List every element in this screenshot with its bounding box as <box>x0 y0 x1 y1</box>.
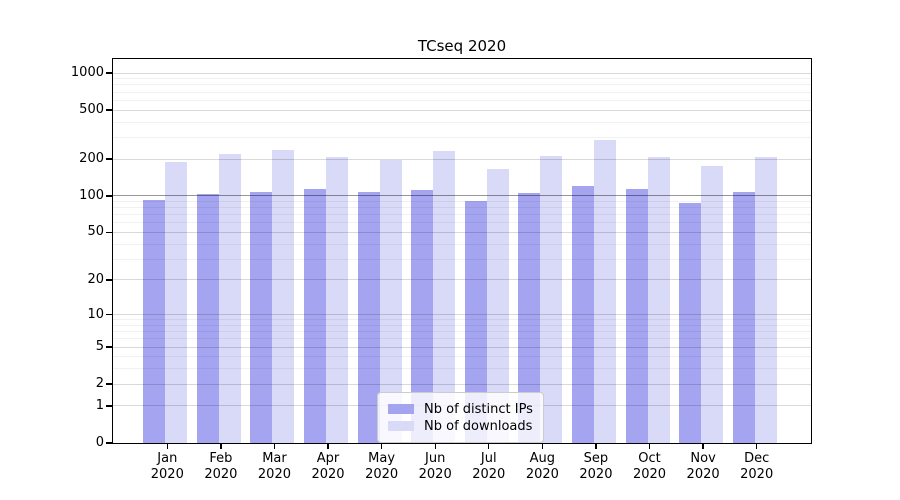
bar-downloads <box>379 159 402 443</box>
x-tick-mark <box>488 444 490 449</box>
y-tick-mark <box>106 195 112 197</box>
y-tick-mark <box>106 383 112 385</box>
y-tick-label: 1000 <box>70 65 104 81</box>
x-tick-mark <box>648 444 651 449</box>
bar-downloads <box>326 156 349 443</box>
bar-distinct-ips <box>518 193 541 443</box>
y-tick-label: 5 <box>95 339 104 355</box>
bar-downloads <box>433 150 456 443</box>
y-tick-mark <box>106 405 112 407</box>
y-tick-mark <box>106 346 112 348</box>
legend-item-distinct-ips: Nb of distinct IPs <box>388 401 533 417</box>
bar-downloads <box>647 157 670 443</box>
bar-distinct-ips <box>250 192 273 443</box>
bar-downloads <box>218 153 241 443</box>
bar-distinct-ips <box>196 193 219 443</box>
bar-downloads <box>754 156 777 443</box>
y-tick-label: 2 <box>95 376 104 392</box>
chart-title: TCseq 2020 <box>417 37 507 55</box>
plot-area: Nb of distinct IPs Nb of downloads <box>112 58 812 444</box>
legend-swatch-downloads <box>388 421 414 431</box>
y-tick-mark <box>106 109 112 111</box>
y-tick-label: 10 <box>87 306 104 322</box>
bar-distinct-ips <box>357 192 380 443</box>
x-tick-mark <box>434 444 436 449</box>
x-tick-mark <box>273 444 276 449</box>
legend-swatch-distinct-ips <box>388 404 414 414</box>
bar-distinct-ips <box>304 188 327 443</box>
y-tick-mark <box>106 231 112 234</box>
y-tick-label: 50 <box>87 224 104 240</box>
bar-distinct-ips <box>143 200 166 443</box>
x-tick-mark <box>220 444 222 449</box>
y-tick-label: 0 <box>95 435 104 450</box>
bar-distinct-ips <box>679 202 702 443</box>
y-tick-label: 20 <box>87 271 104 287</box>
y-tick-label: 200 <box>79 151 104 166</box>
x-tick-mark <box>327 444 329 449</box>
x-tick-mark <box>166 444 168 449</box>
x-tick-label: Sep 2020 <box>579 451 613 482</box>
legend-item-downloads: Nb of downloads <box>388 418 533 434</box>
x-tick-mark <box>702 444 704 449</box>
bar-distinct-ips <box>571 185 594 443</box>
bar-distinct-ips <box>732 191 755 443</box>
y-tick-label: 1 <box>95 397 104 413</box>
bar-distinct-ips <box>625 189 648 443</box>
x-tick-label: Oct 2020 <box>632 451 667 482</box>
bar-downloads <box>593 139 616 443</box>
y-tick-mark <box>106 313 112 316</box>
x-tick-label: Feb 2020 <box>204 451 238 482</box>
x-tick-mark <box>595 444 597 449</box>
x-tick-label: Dec 2020 <box>740 451 774 482</box>
bar-distinct-ips <box>411 190 434 443</box>
legend-label-distinct-ips: Nb of distinct IPs <box>424 401 533 417</box>
x-tick-label: Aug 2020 <box>525 451 559 482</box>
legend: Nb of distinct IPs Nb of downloads <box>377 392 544 443</box>
x-tick-mark <box>380 444 383 449</box>
x-tick-label: Nov 2020 <box>686 451 720 482</box>
y-tick-mark <box>106 442 112 444</box>
bar-distinct-ips <box>464 201 487 443</box>
bars-layer <box>113 59 811 443</box>
y-tick-label: 100 <box>79 187 104 203</box>
y-tick-label: 500 <box>79 102 104 118</box>
bar-downloads <box>486 169 509 443</box>
legend-label-downloads: Nb of downloads <box>424 418 533 434</box>
y-tick-mark <box>106 158 112 160</box>
x-tick-mark <box>755 444 758 449</box>
x-tick-mark <box>541 444 544 449</box>
x-tick-label: Jan 2020 <box>150 451 184 482</box>
x-tick-label: May 2020 <box>365 451 399 482</box>
bar-downloads <box>272 150 295 443</box>
bar-downloads <box>165 161 188 443</box>
bar-downloads <box>701 165 724 443</box>
x-tick-label: Jul 2020 <box>472 451 506 482</box>
bar-downloads <box>540 155 563 443</box>
y-tick-mark <box>106 72 112 74</box>
x-tick-label: Mar 2020 <box>257 451 291 482</box>
x-tick-label: Jun 2020 <box>418 451 452 482</box>
x-tick-label: Apr 2020 <box>311 451 345 482</box>
y-tick-mark <box>106 279 112 281</box>
